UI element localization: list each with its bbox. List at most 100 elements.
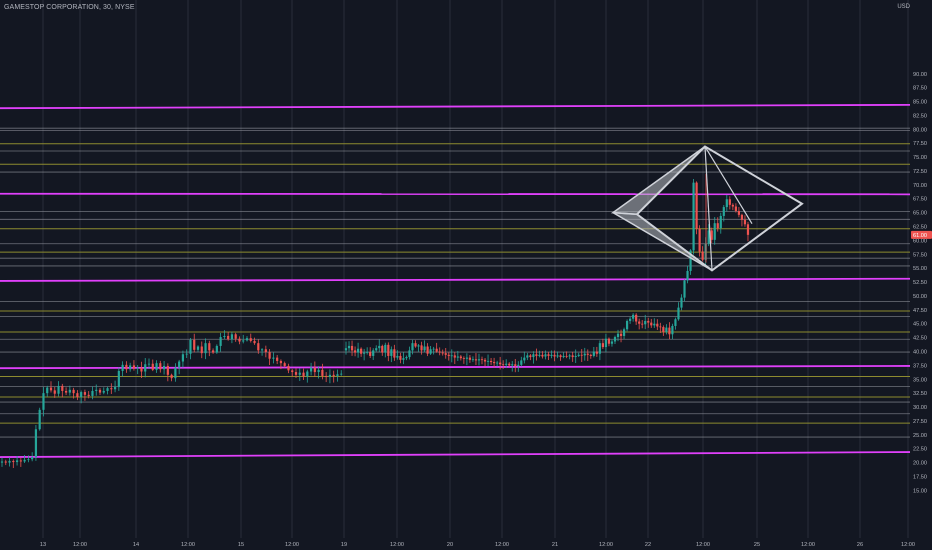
- price-tick-label: 62.50: [913, 225, 927, 231]
- candle-body: [689, 250, 692, 271]
- time-axis[interactable]: 13 12:00 14 12:00 15 12:00 19 12:00 20 12:00 21 12:…: [40, 542, 915, 548]
- candle-body: [480, 359, 484, 361]
- candle-body: [242, 340, 245, 342]
- price-tick-label: 50.00: [913, 294, 927, 300]
- support-resistance-levels[interactable]: [0, 103, 911, 458]
- price-tick-label: 80.00: [913, 127, 927, 133]
- candle-body: [644, 320, 647, 325]
- candle-body: [568, 355, 571, 357]
- candle-body: [38, 409, 41, 430]
- candle-body: [583, 353, 586, 356]
- price-axis[interactable]: 15.00 17.50 20.00 22.50 25.00 27.50 30.00 32.50…: [911, 72, 932, 495]
- candle-body: [309, 367, 313, 372]
- candle-body: [529, 355, 532, 358]
- candle-body: [129, 365, 132, 370]
- candle-body: [215, 345, 218, 353]
- candle-body: [734, 206, 737, 211]
- candle-body: [12, 460, 15, 463]
- candle-body: [737, 210, 741, 215]
- candle-body: [665, 327, 668, 333]
- candle-body: [544, 354, 547, 357]
- candle-body: [671, 325, 674, 335]
- candle-body: [462, 358, 465, 359]
- candle-body: [344, 348, 348, 351]
- magenta-level-line: [0, 103, 911, 110]
- candle-body: [526, 355, 529, 358]
- candle-body: [245, 338, 249, 341]
- candle-body: [283, 363, 286, 366]
- price-tick-label: 37.50: [913, 363, 927, 369]
- candle-body: [629, 318, 632, 321]
- time-tick-label: 12:00: [696, 542, 710, 548]
- candle-body: [306, 371, 309, 377]
- candle-body: [438, 351, 441, 353]
- diamond-axis: [704, 146, 713, 271]
- candle-body: [260, 349, 264, 351]
- candle-body: [429, 349, 432, 354]
- time-tick-label: 12:00: [901, 542, 915, 548]
- candle-body: [42, 393, 45, 410]
- candle-body: [728, 199, 731, 205]
- candle-body: [411, 343, 414, 351]
- candle-body: [468, 357, 472, 360]
- candle-body: [595, 351, 598, 354]
- candle-body: [390, 349, 393, 356]
- candle-body: [174, 367, 177, 379]
- candle-body: [492, 362, 496, 364]
- candle-body: [453, 355, 456, 358]
- candle-body: [465, 357, 468, 359]
- candle-body: [353, 350, 357, 353]
- candle-body: [313, 367, 316, 373]
- time-tick-label: 12:00: [181, 542, 195, 548]
- candle-body: [200, 346, 203, 354]
- candle-body: [625, 320, 629, 330]
- candle-body: [381, 345, 384, 353]
- candle-body: [375, 348, 378, 351]
- candle-body: [291, 370, 294, 373]
- candle-body: [196, 346, 200, 350]
- candle-body: [257, 343, 260, 351]
- candle-body: [511, 364, 514, 366]
- candle-body: [474, 359, 478, 361]
- candle-body: [350, 345, 354, 351]
- diamond-pattern-drawing[interactable]: [610, 145, 804, 272]
- candle-body: [635, 314, 638, 322]
- candle-body: [508, 363, 511, 366]
- price-tick-label: 47.50: [913, 308, 927, 314]
- magenta-level-line: [0, 277, 911, 282]
- price-tick-label: 17.50: [913, 474, 927, 480]
- candle-body: [360, 348, 363, 354]
- candle-body: [471, 359, 475, 361]
- candle-body: [610, 341, 614, 344]
- time-tick-label: 22: [645, 542, 651, 548]
- price-tick-label: 67.50: [913, 197, 927, 203]
- time-tick-label: 15: [238, 542, 244, 548]
- candle-body: [638, 321, 641, 324]
- candle-body: [166, 365, 169, 375]
- candle-body: [577, 354, 580, 356]
- candle-body: [607, 338, 611, 344]
- candle-body: [363, 352, 366, 354]
- candle-body: [580, 354, 583, 356]
- price-tick-label: 40.00: [913, 350, 927, 356]
- candle-body: [347, 345, 351, 349]
- candle-body: [477, 359, 481, 361]
- candle-body: [393, 349, 396, 358]
- candle-body: [147, 363, 151, 365]
- price-tick-label: 27.50: [913, 419, 927, 425]
- candle-body: [423, 346, 426, 351]
- price-tick-label: 22.50: [913, 447, 927, 453]
- price-tick-label: 87.50: [913, 86, 927, 92]
- candle-body: [408, 350, 411, 358]
- candle-body: [731, 204, 734, 207]
- candle-body: [746, 224, 750, 235]
- candle-body: [426, 346, 429, 354]
- candle-body: [550, 354, 553, 356]
- candle-body: [238, 338, 241, 342]
- candle-body: [102, 390, 105, 393]
- candle-body: [538, 354, 541, 356]
- candle-body: [132, 365, 136, 369]
- candle-body: [695, 182, 698, 229]
- candle-body: [632, 314, 635, 319]
